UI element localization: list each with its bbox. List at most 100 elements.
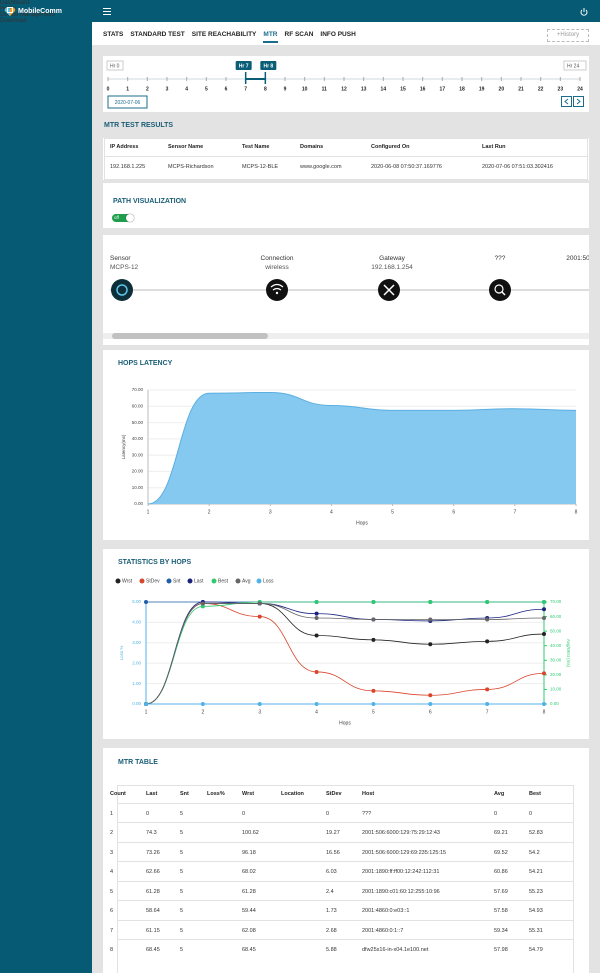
table-border (117, 785, 574, 973)
table-cell: 5 (180, 830, 184, 836)
table-header: Avg (494, 791, 505, 797)
table-cell: 2.68 (326, 927, 337, 934)
table-cell: 54.2 (529, 849, 540, 856)
table-header: IP Address (110, 144, 139, 150)
toggle[interactable]: off (112, 214, 134, 222)
table-cell: 192.168.1.225 (110, 164, 146, 170)
nav-buttons[interactable] (561, 96, 585, 107)
table-cell: 1.73 (326, 908, 337, 914)
table-header: Configured On (371, 144, 410, 150)
tab-bar: STATS STANDARD TEST SITE REACHABILITY MTR RF… (92, 22, 600, 45)
power-button[interactable] (580, 8, 588, 16)
table-cell: 5 (110, 888, 114, 895)
path-graphic (103, 279, 589, 339)
table-cell: 5 (180, 810, 184, 817)
table-border (104, 138, 588, 180)
table-cell: 59.44 (242, 908, 256, 914)
table-cell: 61.28 (242, 888, 256, 895)
row-line (104, 156, 588, 157)
table-cell: 0 (529, 810, 533, 817)
table-cell: 57.98 (494, 947, 508, 953)
table-cell: 2001:4860:0:1::7 (362, 927, 404, 934)
tab[interactable]: STATS (103, 31, 124, 38)
table-cell: 0 (494, 810, 498, 817)
tab[interactable]: STANDARD TEST (130, 31, 185, 38)
table-cell: 5 (180, 888, 184, 895)
statistics-card: STATISTICS BY HOPS (103, 549, 589, 739)
table-cell: 61.15 (146, 927, 160, 934)
path-card: Sensor MCPS-12 Connection wireless Gateway 19… (103, 235, 589, 345)
table-cell: 55.31 (529, 927, 543, 934)
table-cell: 7 (110, 927, 114, 934)
table-header: Snt (180, 791, 189, 797)
tab[interactable]: RF SCAN (284, 31, 314, 38)
section-title: PATH VISUALIZATION (113, 198, 187, 205)
table-cell: 2.4 (326, 888, 334, 895)
table-cell: 5 (180, 869, 184, 875)
row-line (117, 900, 574, 902)
table-cell: 5.88 (326, 947, 337, 953)
table-cell: 61.28 (146, 888, 160, 895)
table-header: Domains (300, 144, 324, 150)
table-cell: 100.62 (242, 830, 259, 836)
sidebar-icon (7, 7, 13, 13)
table-cell: dfw25s16-in-x04.1e100.net (362, 947, 429, 953)
table-cell: 2001:1890:c01:60:12:255:10:96 (362, 888, 440, 895)
top-bar (92, 0, 600, 22)
table-header: Loss% (207, 791, 225, 797)
test-results-card: IP Address Sensor Name Test Name Domains Con… (103, 138, 589, 180)
table-cell: 68.45 (242, 947, 256, 953)
table-cell: 2001:4860:0:e03::1 (362, 908, 410, 914)
table-cell: MCPS-Richardson (168, 164, 214, 170)
section-title: MTR TABLE (118, 759, 158, 766)
sidebar: MobileComm DashboardHomeDevice Managemen… (0, 0, 92, 973)
app-name: MobileComm (18, 8, 62, 15)
row-line (117, 919, 574, 921)
node-title: Sensor (110, 255, 131, 262)
table-header: Best (529, 791, 541, 797)
table-cell: 74.3 (146, 830, 157, 836)
table-header: Wrst (242, 791, 255, 797)
toggle-knob (126, 214, 134, 222)
table-cell: 5 (180, 927, 184, 934)
row-line (117, 841, 574, 843)
table-cell: 62.08 (242, 927, 256, 934)
chart-title: STATISTICS BY HOPS (118, 559, 192, 566)
table-cell: MCPS-12-BLE (242, 164, 279, 170)
tab[interactable]: MTR (263, 31, 278, 43)
table-cell: www.google.com (300, 164, 342, 170)
table-cell: 60.86 (494, 869, 508, 875)
table-cell: 8 (110, 947, 114, 953)
table-header: Location (281, 791, 304, 797)
hops-latency-card: HOPS LATENCY (103, 350, 589, 540)
node-subtitle: MCPS-12 (110, 264, 139, 271)
table-cell: 55.23 (529, 888, 543, 895)
table-cell: 6.03 (326, 869, 337, 875)
table-cell: 54.79 (529, 947, 543, 953)
table-cell: 69.21 (494, 830, 508, 836)
table-cell: 2001:506:6000:129:69:235:125:15 (362, 849, 447, 856)
table-cell: 59.34 (494, 927, 508, 934)
table-cell: 2001:506:6000:129:75:29:12:43 (362, 830, 440, 836)
table-cell: 16.56 (326, 849, 340, 856)
node-title: Gateway (379, 255, 405, 262)
table-header: Last (146, 791, 158, 797)
table-header: Host (362, 791, 375, 797)
table-header: StDev (326, 791, 342, 797)
tab[interactable]: SITE REACHABILITY (191, 31, 257, 38)
sidebar-item[interactable]: Download (0, 7, 92, 24)
node-title: ??? (494, 255, 506, 262)
menu-button[interactable] (103, 8, 111, 15)
table-cell: 58.64 (146, 908, 160, 914)
history-button[interactable]: +History (547, 29, 589, 42)
table-cell: 68.02 (242, 869, 256, 875)
table-cell: 1 (110, 810, 114, 817)
tab[interactable]: INFO PUSH (320, 31, 356, 38)
table-cell: 5 (180, 947, 184, 953)
node-subtitle: 192.168.1.254 (371, 264, 413, 271)
table-cell: 96.18 (242, 849, 256, 856)
row-line (117, 861, 574, 863)
table-cell: 0 (326, 810, 330, 817)
table-cell: 19.27 (326, 830, 340, 836)
